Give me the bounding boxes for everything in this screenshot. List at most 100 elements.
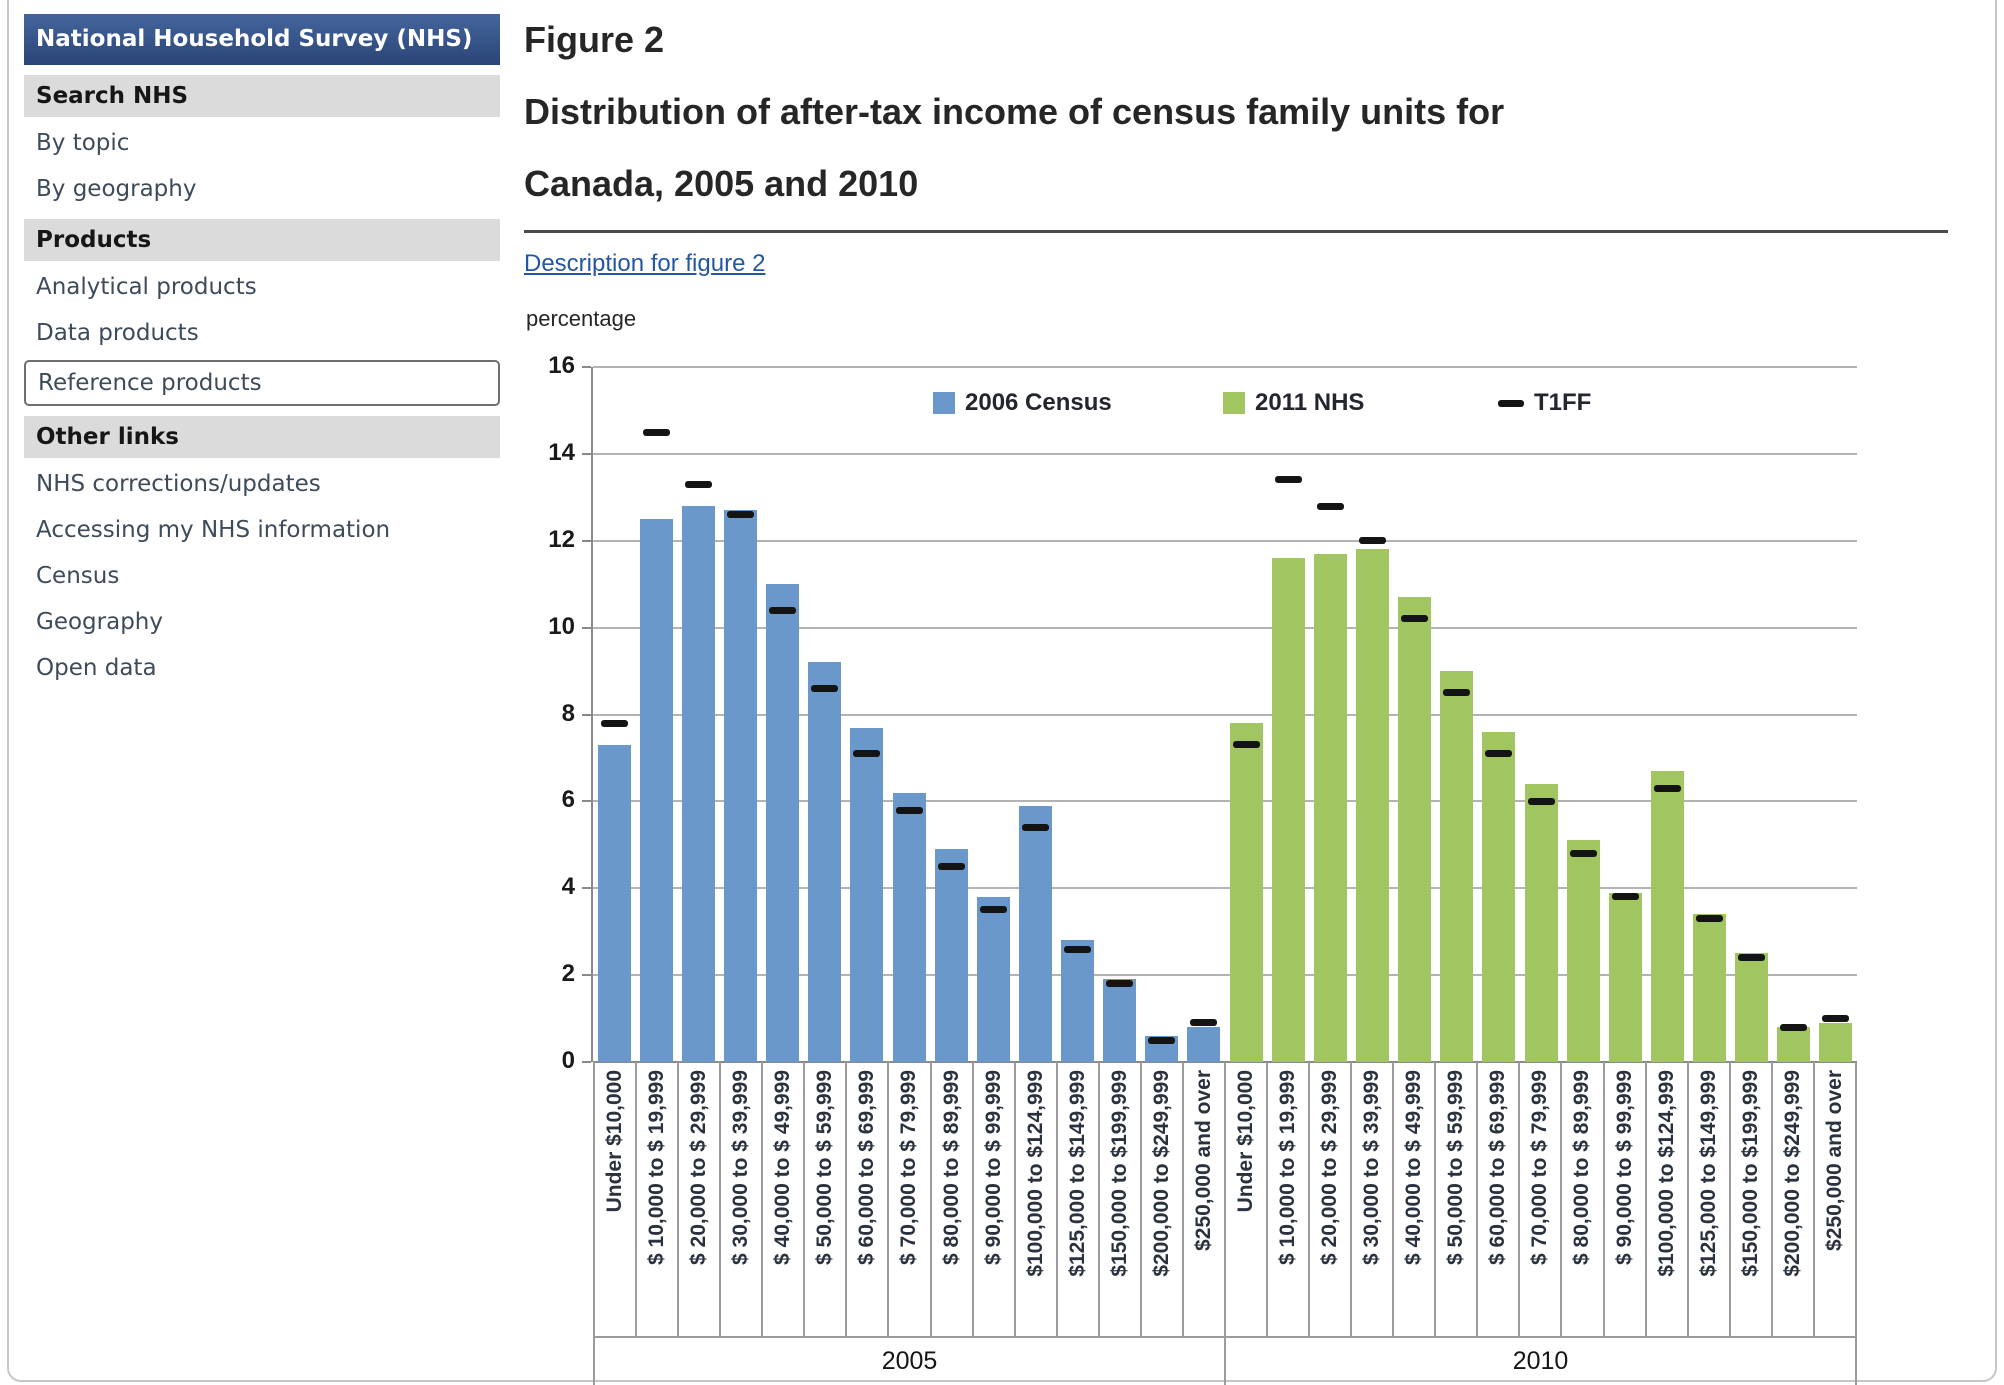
x-label-cell-2010-40-000-to-49-999: $ 40,000 to $ 49,999 [1394, 1062, 1437, 1336]
legend-swatch-2006-census [933, 392, 955, 414]
x-label-cell-2010-20-000-to-29-999: $ 20,000 to $ 29,999 [1310, 1062, 1353, 1336]
x-label-cell-2010-250-000-and-over: $250,000 and over [1815, 1062, 1855, 1336]
x-label-2005-250-000-and-over: $250,000 and over [1191, 1070, 1215, 1251]
x-label-2005-200-000-to-249-999: $200,000 to $249,999 [1149, 1070, 1173, 1277]
t1ff-dash-2010-30-000-to-39-999 [1358, 537, 1386, 545]
x-label-2010-30-000-to-39-999: $ 30,000 to $ 39,999 [1360, 1070, 1384, 1265]
sidebar-item-accessing-my-nhs-information[interactable]: Accessing my NHS information [36, 516, 391, 543]
t1ff-dash-2010-under-10-000 [1232, 741, 1260, 749]
sidebar-item-by-geography[interactable]: By geography [36, 175, 197, 202]
y-tick-4 [582, 887, 591, 890]
x-label-2005-70-000-to-79-999: $ 70,000 to $ 79,999 [897, 1070, 921, 1265]
x-label-2010-150-000-to-199-999: $150,000 to $199,999 [1738, 1070, 1762, 1277]
t1ff-dash-2010-200-000-to-249-999 [1780, 1023, 1808, 1031]
legend-label-2006-census: 2006 Census [965, 389, 1112, 416]
x-label-cell-2010-100-000-to-124-999: $100,000 to $124,999 [1647, 1062, 1689, 1336]
t1ff-dash-2010-100-000-to-124-999 [1653, 784, 1681, 792]
legend-label-2011-nhs: 2011 NHS [1255, 389, 1365, 416]
bar-2010-10-000-to-19-999 [1271, 558, 1305, 1062]
t1ff-dash-2005-10-000-to-19-999 [642, 428, 670, 436]
gridline-4 [593, 887, 1857, 890]
sidebar-item-analytical-products[interactable]: Analytical products [36, 273, 257, 300]
legend-swatch-t1ff-dash [1498, 399, 1524, 407]
t1ff-dash-2005-30-000-to-39-999 [726, 511, 754, 519]
y-tick-label-6: 6 [561, 786, 575, 814]
y-tick-label-10: 10 [548, 612, 575, 640]
x-label-2005-50-000-to-59-999: $ 50,000 to $ 59,999 [813, 1070, 837, 1265]
sidebar-item-census[interactable]: Census [36, 562, 120, 589]
description-for-figure-link[interactable]: Description for figure 2 [524, 250, 766, 277]
x-label-cell-2005-70-000-to-79-999: $ 70,000 to $ 79,999 [889, 1062, 932, 1336]
sidebar-item-open-data[interactable]: Open data [36, 654, 157, 681]
x-label-cell-2010-150-000-to-199-999: $150,000 to $199,999 [1731, 1062, 1773, 1336]
x-label-2010-250-000-and-over: $250,000 and over [1822, 1070, 1846, 1251]
x-label-2005-60-000-to-69-999: $ 60,000 to $ 69,999 [855, 1070, 879, 1265]
t1ff-dash-2005-20-000-to-29-999 [684, 480, 712, 488]
t1ff-dash-2005-90-000-to-99-999 [979, 906, 1007, 914]
y-tick-12 [582, 539, 591, 542]
t1ff-dash-2005-125-000-to-149-999 [1064, 945, 1092, 953]
sidebar-section-other-links: Other links [24, 415, 500, 458]
legend-item-t1ff: T1FF [1498, 389, 1591, 417]
x-label-cell-2005-250-000-and-over: $250,000 and over [1184, 1062, 1226, 1336]
t1ff-dash-2010-90-000-to-99-999 [1611, 893, 1639, 901]
sidebar-section-products: Products [24, 218, 500, 261]
gridline-2 [593, 974, 1857, 977]
x-label-cell-2010-200-000-to-249-999: $200,000 to $249,999 [1773, 1062, 1815, 1336]
x-label-cell-2005-30-000-to-39-999: $ 30,000 to $ 39,999 [721, 1062, 764, 1336]
x-label-2005-125-000-to-149-999: $125,000 to $149,999 [1065, 1070, 1089, 1277]
x-label-2005-30-000-to-39-999: $ 30,000 to $ 39,999 [729, 1070, 753, 1265]
x-label-2010-under-10-000: Under $10,000 [1233, 1070, 1257, 1213]
y-tick-6 [582, 800, 591, 803]
x-label-2010-90-000-to-99-999: $ 90,000 to $ 99,999 [1612, 1070, 1636, 1265]
y-tick-14 [582, 452, 591, 455]
x-label-2010-200-000-to-249-999: $200,000 to $249,999 [1780, 1070, 1804, 1277]
y-tick-10 [582, 626, 591, 629]
bar-2010-20-000-to-29-999 [1313, 553, 1347, 1062]
legend-item-2006-census: 2006 Census [933, 389, 1112, 417]
t1ff-dash-2010-70-000-to-79-999 [1527, 797, 1555, 805]
x-label-cell-2005-200-000-to-249-999: $200,000 to $249,999 [1142, 1062, 1184, 1336]
t1ff-dash-2005-200-000-to-249-999 [1148, 1036, 1176, 1044]
t1ff-dash-2005-150-000-to-199-999 [1106, 980, 1134, 988]
sidebar-item-geography[interactable]: Geography [36, 608, 163, 635]
t1ff-dash-2005-80-000-to-89-999 [937, 863, 965, 871]
x-label-2005-20-000-to-29-999: $ 20,000 to $ 29,999 [687, 1070, 711, 1265]
x-label-cell-2010-10-000-to-19-999: $ 10,000 to $ 19,999 [1268, 1062, 1311, 1336]
bar-2005-30-000-to-39-999 [723, 510, 757, 1062]
x-axis-category-labels: Under $10,000 $ 10,000 to $ 19,999 $ 20,00… [593, 1062, 1857, 1338]
x-label-2005-150-000-to-199-999: $150,000 to $199,999 [1107, 1070, 1131, 1277]
bar-2010-60-000-to-69-999 [1482, 731, 1516, 1062]
t1ff-dash-2010-80-000-to-89-999 [1569, 850, 1597, 857]
legend-label-t1ff: T1FF [1534, 389, 1592, 416]
x-label-cell-2010-50-000-to-59-999: $ 50,000 to $ 59,999 [1436, 1062, 1479, 1336]
bar-2005-70-000-to-79-999 [892, 792, 926, 1062]
x-label-cell-2010-90-000-to-99-999: $ 90,000 to $ 99,999 [1605, 1062, 1647, 1336]
group-label-2010: 2010 [1512, 1347, 1569, 1375]
sidebar-item-data-products[interactable]: Data products [36, 319, 199, 346]
x-label-cell-2005-10-000-to-19-999: $ 10,000 to $ 19,999 [637, 1062, 680, 1336]
plot-area: 2006 Census 2011 NHS T1FF 0 2 4 6 8 10 12 14 16 [548, 352, 1857, 1074]
gridline-6 [593, 800, 1857, 803]
y-tick-label-14: 14 [548, 438, 575, 466]
bar-2010-50-000-to-59-999 [1440, 671, 1474, 1062]
sidebar-item-by-topic[interactable]: By topic [36, 129, 130, 156]
x-label-cell-2010-125-000-to-149-999: $125,000 to $149,999 [1689, 1062, 1731, 1336]
sidebar-item-reference-products[interactable]: Reference products [24, 359, 500, 406]
sidebar-title: National Household Survey (NHS) [24, 14, 500, 65]
bar-2010-40-000-to-49-999 [1398, 597, 1432, 1062]
x-label-2010-80-000-to-89-999: $ 80,000 to $ 89,999 [1570, 1070, 1594, 1265]
figure-label: Figure 2 [524, 19, 665, 60]
t1ff-dash-2005-70-000-to-79-999 [895, 806, 923, 814]
x-label-2005-80-000-to-89-999: $ 80,000 to $ 89,999 [939, 1070, 963, 1265]
bar-2010-100-000-to-124-999 [1650, 770, 1684, 1062]
y-tick-0 [582, 1061, 591, 1063]
t1ff-dash-2005-under-10-000 [600, 719, 628, 727]
y-tick-label-8: 8 [561, 699, 575, 727]
x-label-cell-2010-under-10-000: Under $10,000 [1226, 1062, 1268, 1336]
x-label-cell-2010-60-000-to-69-999: $ 60,000 to $ 69,999 [1478, 1062, 1521, 1336]
x-label-2005-90-000-to-99-999: $ 90,000 to $ 99,999 [981, 1070, 1005, 1265]
bar-2005-50-000-to-59-999 [808, 662, 842, 1062]
sidebar-item-nhs-corrections-updates[interactable]: NHS corrections/updates [36, 470, 321, 497]
